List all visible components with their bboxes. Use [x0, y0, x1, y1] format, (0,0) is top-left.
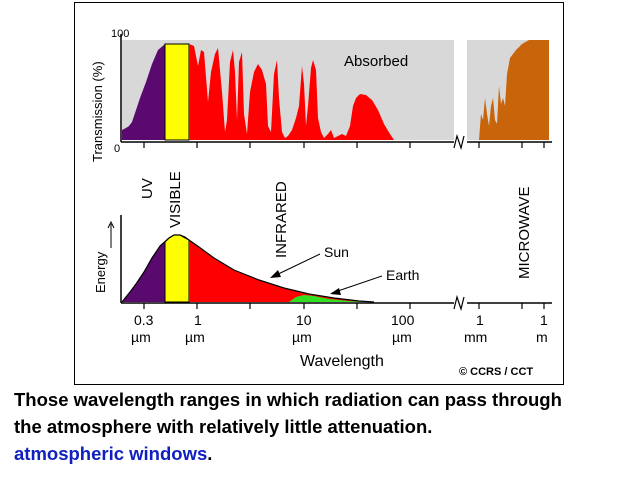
x-tick-unit: mm	[464, 329, 487, 345]
x-tick-value: 1	[476, 312, 484, 328]
earth-energy-area	[289, 295, 370, 302]
energy-axis-label: Energy	[93, 251, 108, 293]
x-tick-labels: 0.3 µm 1 µm 10 µm 100 µm 1 mm 1 m	[131, 312, 548, 345]
visible-band-label: VISIBLE	[167, 171, 184, 228]
sun-pointer	[271, 253, 321, 278]
transmission-tick-100: 100	[111, 28, 129, 40]
x-tick-value: 1	[540, 312, 548, 328]
earth-label: Earth	[386, 267, 419, 283]
earth-pointer	[331, 275, 383, 294]
x-tick-unit: µm	[131, 329, 151, 345]
visible-transmission-area	[164, 43, 190, 141]
absorbed-label: Absorbed	[344, 53, 408, 70]
wavelength-axis-label: Wavelength	[300, 353, 384, 370]
visible-energy-area	[164, 234, 190, 303]
sun-label: Sun	[324, 244, 349, 260]
caption-line-1: Those wavelength ranges in which radiati…	[14, 389, 562, 410]
x-tick-unit: µm	[185, 329, 205, 345]
caption-line-2: the atmosphere with relatively little at…	[14, 416, 433, 437]
transmission-axis-label: Transmission (%)	[90, 61, 105, 162]
caption-line-3: atmospheric windows.	[14, 440, 634, 467]
uv-transmission-area	[122, 44, 165, 140]
caption-text: Those wavelength ranges in which radiati…	[14, 386, 634, 467]
x-tick-unit: m	[536, 329, 548, 345]
transmission-tick-0: 0	[114, 143, 120, 155]
ccrs-credit: © CCRS / CCT	[459, 366, 533, 378]
atmospheric-window-diagram: Transmission (%) 100 0 Absorbed UV VISIB…	[74, 2, 564, 385]
microwave-transmission-area	[479, 40, 549, 140]
x-tick-value: 10	[296, 312, 312, 328]
x-tick-unit: µm	[292, 329, 312, 345]
x-tick-value: 0.3	[134, 312, 154, 328]
infrared-band-label: INFRARED	[273, 181, 290, 258]
uv-energy-area	[122, 242, 165, 302]
uv-band-label: UV	[139, 178, 156, 199]
infrared-energy-area	[189, 240, 374, 302]
x-tick-unit: µm	[392, 329, 412, 345]
atmospheric-windows-term: atmospheric windows	[14, 443, 208, 464]
microwave-band-label: MICROWAVE	[516, 187, 533, 280]
caption-period: .	[207, 443, 213, 464]
infrared-transmission-area	[189, 44, 394, 140]
x-tick-value: 1	[194, 312, 202, 328]
x-tick-value: 100	[391, 312, 415, 328]
